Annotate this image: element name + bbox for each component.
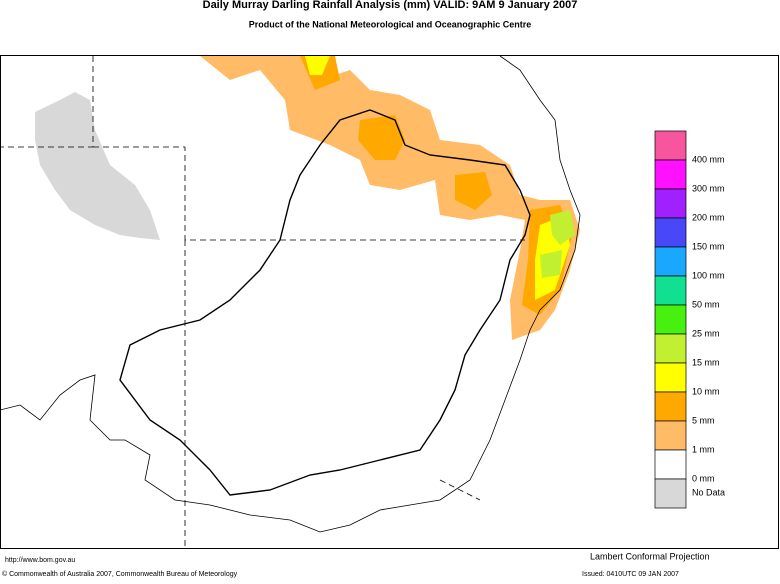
legend-swatch: [654, 188, 687, 219]
legend-label: 5 mm: [692, 415, 715, 425]
legend-swatch: [654, 217, 687, 248]
legend-swatch: [654, 246, 687, 277]
legend-label: 150 mm: [692, 241, 725, 251]
copyright: © Commonwealth of Australia 2007, Common…: [2, 570, 238, 578]
coastline: [0, 55, 581, 533]
legend-swatch: [654, 449, 687, 480]
legend-label: 0 mm: [692, 473, 715, 483]
basin-boundary: [119, 109, 531, 496]
legend-label: 10 mm: [692, 386, 720, 396]
no-data-area: [35, 92, 160, 240]
legend: 400 mm 300 mm 200 mm 150 mm 100 mm 50 mm 25 mm…: [654, 130, 725, 509]
title: Daily Murray Darling Rainfall Analysis (…: [203, 0, 578, 11]
legend-label: 1 mm: [692, 444, 715, 454]
url: http://www.bom.gov.au: [5, 557, 75, 564]
legend-label: No Data: [692, 487, 725, 497]
rain-15mm: [540, 210, 575, 278]
map: [0, 55, 581, 548]
rain-5mm: [300, 56, 572, 315]
projection: Lambert Conformal Projection: [590, 551, 710, 561]
subtitle: Product of the National Meteorological a…: [249, 19, 532, 29]
legend-label: 100 mm: [692, 270, 725, 280]
legend-label: 300 mm: [692, 183, 725, 193]
legend-swatch: [654, 333, 687, 364]
legend-swatch: [654, 420, 687, 451]
legend-swatch: [654, 391, 687, 422]
legend-label: 200 mm: [692, 212, 725, 222]
legend-swatch: [654, 304, 687, 335]
legend-label: 25 mm: [692, 328, 720, 338]
state-borders: [0, 56, 525, 548]
legend-swatch: [654, 478, 687, 509]
legend-swatch: [654, 275, 687, 306]
legend-swatch: [654, 159, 687, 190]
legend-label: 50 mm: [692, 299, 720, 309]
legend-label: 15 mm: [692, 357, 720, 367]
legend-swatch: [654, 362, 687, 393]
rain-1mm: [200, 56, 580, 340]
legend-label: 400 mm: [692, 154, 725, 164]
issued: Issued: 0410UTC 09 JAN 2007: [582, 571, 679, 578]
legend-swatch: [654, 130, 687, 161]
